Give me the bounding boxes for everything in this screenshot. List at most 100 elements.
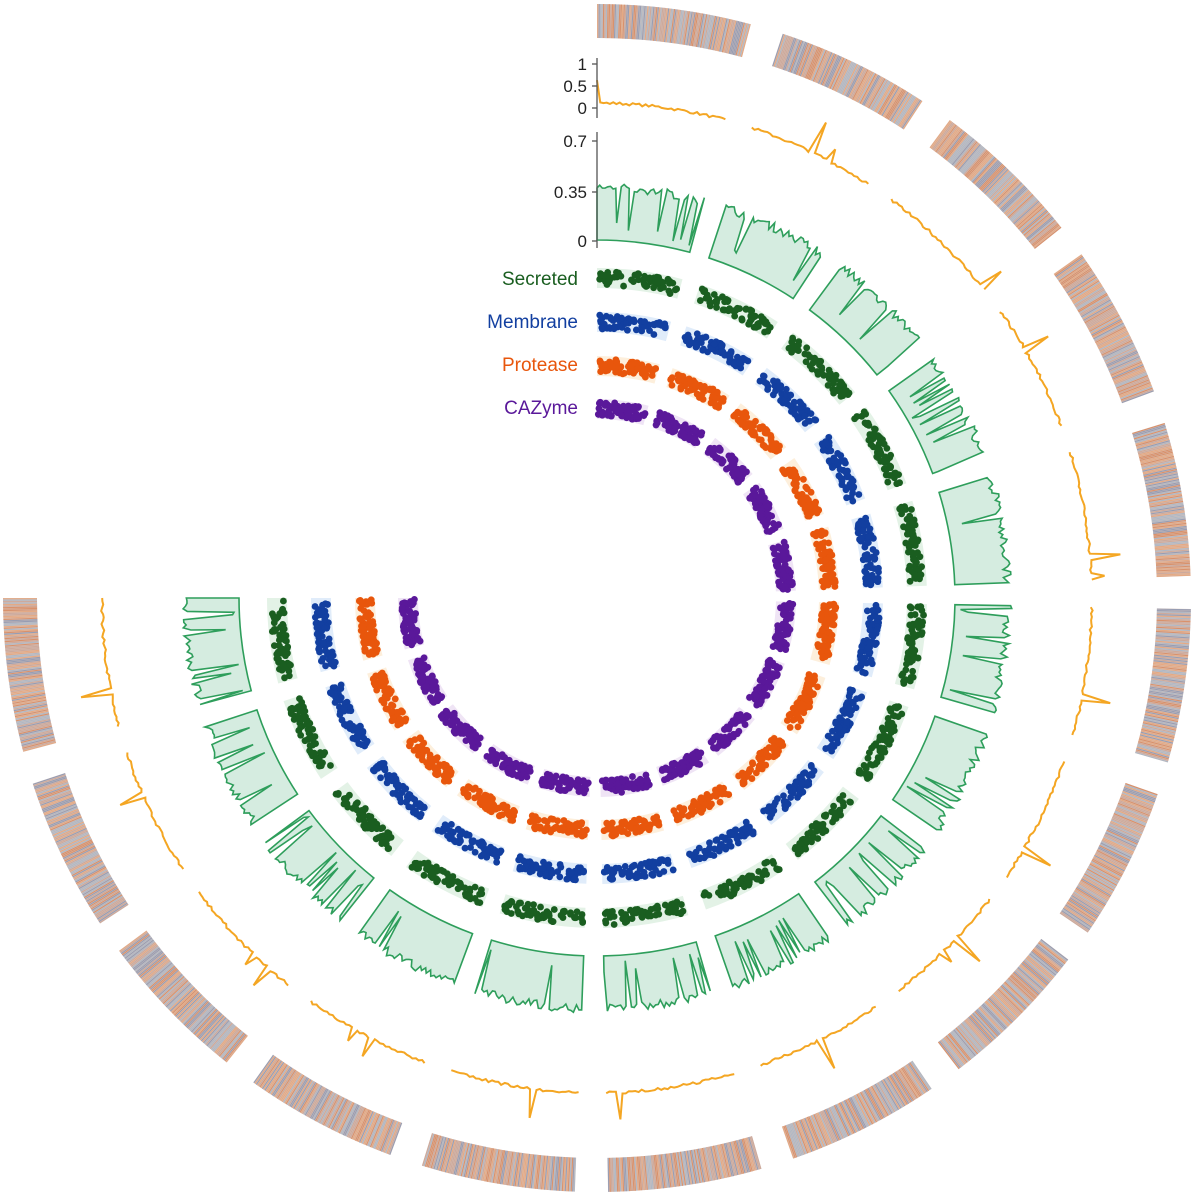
secreted-point <box>820 372 827 379</box>
protease-point <box>499 802 506 809</box>
membrane-point <box>839 707 846 714</box>
secreted-point <box>579 911 586 918</box>
membrane-point <box>334 697 341 704</box>
heatmap-cell <box>1157 609 1191 610</box>
membrane-point <box>416 803 423 810</box>
membrane-point <box>409 795 416 802</box>
protease-point <box>757 750 764 757</box>
protease-point <box>713 395 720 402</box>
green-area-series <box>183 598 251 704</box>
cazyme-point <box>746 495 753 502</box>
cazyme-point <box>761 686 768 693</box>
secreted-point <box>464 892 471 899</box>
cazyme-point <box>782 621 789 628</box>
cazyme-point <box>643 772 650 779</box>
membrane-point <box>802 420 809 427</box>
protease-point <box>770 753 777 760</box>
protease-point <box>554 817 561 824</box>
secreted-point <box>736 305 743 312</box>
secreted-point <box>819 829 826 836</box>
cazyme-point <box>760 678 767 685</box>
membrane-point <box>838 475 845 482</box>
green-area-series <box>815 816 924 925</box>
secreted-point <box>830 389 837 396</box>
cazyme-point <box>629 773 636 780</box>
membrane-point <box>858 535 865 542</box>
orange-line-series <box>597 80 725 119</box>
membrane-point <box>783 386 790 393</box>
cazyme-point <box>446 711 453 718</box>
secreted-point <box>876 440 883 447</box>
membrane-point <box>790 790 797 797</box>
protease-point <box>392 696 399 703</box>
membrane-point <box>726 838 733 845</box>
secreted-point <box>472 884 479 891</box>
secreted-point <box>529 907 536 914</box>
orange-line-series <box>199 892 288 986</box>
membrane-point <box>443 823 450 830</box>
membrane-point <box>549 870 556 877</box>
secreted-point <box>917 603 924 610</box>
secreted-point <box>917 553 924 560</box>
green-area-series <box>604 942 711 1011</box>
secreted-point <box>904 525 911 532</box>
secreted-point <box>895 703 902 710</box>
membrane-point <box>338 681 345 688</box>
secreted-point <box>918 563 925 570</box>
membrane-point <box>796 774 803 781</box>
protease-point <box>618 819 625 826</box>
green-area-series <box>475 940 584 1012</box>
secreted-point <box>678 901 685 908</box>
secreted-point <box>699 286 706 293</box>
secreted-point <box>417 861 424 868</box>
cazyme-point <box>625 780 632 787</box>
membrane-point <box>801 412 808 419</box>
membrane-point <box>742 356 749 363</box>
membrane-point <box>435 827 442 834</box>
cazyme-point <box>619 778 626 785</box>
protease-point <box>423 747 430 754</box>
green-area-series <box>715 894 828 988</box>
cazyme-point <box>565 785 572 792</box>
membrane-point <box>829 728 836 735</box>
orange-line-series <box>606 1074 734 1119</box>
protease-point <box>825 643 832 650</box>
cazyme-point <box>765 511 772 518</box>
secreted-point <box>537 915 544 922</box>
secreted-point <box>889 720 896 727</box>
cazyme-point <box>449 718 456 725</box>
protease-point <box>504 808 511 815</box>
protease-point <box>443 768 450 775</box>
membrane-point <box>770 378 777 385</box>
protease-point <box>537 825 544 832</box>
secreted-point <box>360 822 367 829</box>
secreted-point <box>830 803 837 810</box>
secreted-point <box>615 270 622 277</box>
protease-point <box>388 709 395 716</box>
membrane-point <box>611 323 618 330</box>
secreted-point <box>362 805 369 812</box>
membrane-point <box>837 452 844 459</box>
cazyme-point <box>780 553 787 560</box>
cazyme-point <box>640 412 647 419</box>
membrane-point <box>347 720 354 727</box>
secreted-point <box>567 911 574 918</box>
orange-line-series <box>120 753 183 869</box>
protease-point <box>717 799 724 806</box>
protease-point <box>675 378 682 385</box>
secreted-point <box>346 792 353 799</box>
secreted-point <box>630 278 637 285</box>
green-area-series <box>709 205 820 298</box>
membrane-point <box>336 711 343 718</box>
secreted-point <box>828 372 835 379</box>
secreted-point <box>909 638 916 645</box>
cazyme-point <box>773 562 780 569</box>
membrane-point <box>869 632 876 639</box>
secreted-point <box>920 612 927 619</box>
secreted-point <box>646 275 653 282</box>
cazyme-point <box>781 544 788 551</box>
cazyme-point <box>506 765 513 772</box>
secreted-point <box>911 653 918 660</box>
secreted-point <box>904 656 911 663</box>
secreted-point <box>514 908 521 915</box>
